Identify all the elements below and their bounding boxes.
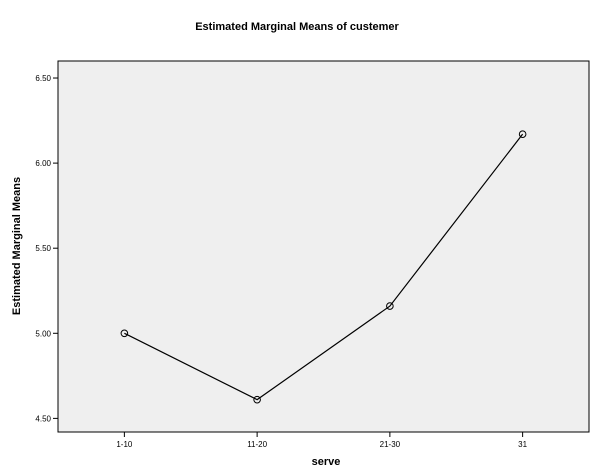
y-tick-label: 6.50	[35, 74, 51, 83]
y-axis-label: Estimated Marginal Means	[11, 177, 23, 315]
data-point-marker	[386, 302, 394, 310]
x-tick-label: 31	[518, 440, 527, 449]
x-tick-label: 21-30	[380, 440, 401, 449]
data-point-marker	[120, 329, 129, 338]
series-line	[124, 133, 524, 401]
plot-area	[57, 60, 590, 433]
x-tick-label: 1-10	[116, 440, 133, 449]
x-axis: 1-10 11-20 21-30 31	[116, 432, 528, 449]
x-axis-label: serve	[312, 456, 341, 468]
y-tick-label: 5.50	[35, 244, 51, 253]
y-tick-label: 6.00	[35, 159, 51, 168]
y-tick-label: 4.50	[35, 414, 51, 423]
series-layer	[120, 130, 527, 404]
data-point-marker	[253, 395, 261, 404]
chart-title: Estimated Marginal Means of custemer	[195, 21, 399, 33]
data-point-marker	[518, 130, 527, 138]
y-axis: 4.50 5.00 5.50 6.00 6.50	[35, 74, 58, 423]
y-tick-label: 5.00	[35, 329, 51, 338]
x-tick-label: 11-20	[247, 440, 267, 449]
